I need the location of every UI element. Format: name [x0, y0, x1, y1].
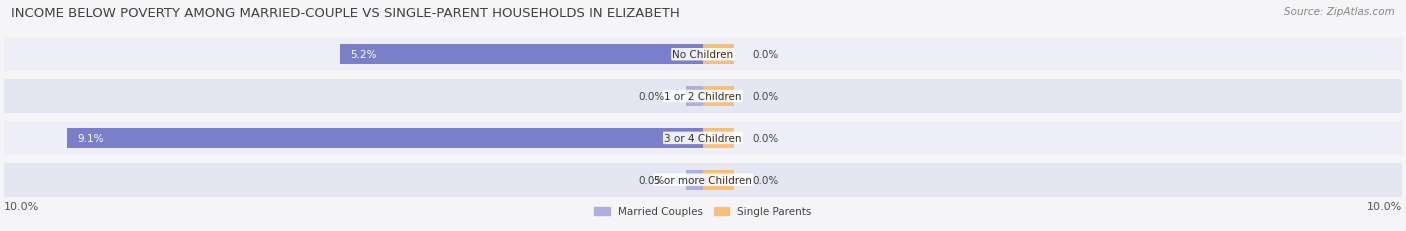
Bar [67, 128, 703, 148]
Text: 0.0%: 0.0% [752, 175, 778, 185]
Bar [703, 128, 734, 148]
Text: 5.2%: 5.2% [350, 50, 377, 60]
Bar [4, 121, 1402, 155]
Text: 9.1%: 9.1% [77, 133, 104, 143]
Text: 0.0%: 0.0% [752, 92, 778, 102]
Bar [4, 79, 1402, 114]
Legend: Married Couples, Single Parents: Married Couples, Single Parents [591, 202, 815, 221]
Bar [686, 87, 703, 107]
Bar [4, 163, 1402, 197]
Bar [686, 170, 703, 190]
Text: 0.0%: 0.0% [752, 133, 778, 143]
Text: 0.0%: 0.0% [752, 50, 778, 60]
Bar [340, 45, 703, 65]
Bar [703, 170, 734, 190]
Text: 10.0%: 10.0% [4, 201, 39, 211]
Text: Source: ZipAtlas.com: Source: ZipAtlas.com [1284, 7, 1395, 17]
Bar [4, 38, 1402, 72]
Bar [703, 45, 734, 65]
Text: 10.0%: 10.0% [1367, 201, 1402, 211]
Text: No Children: No Children [672, 50, 734, 60]
Text: INCOME BELOW POVERTY AMONG MARRIED-COUPLE VS SINGLE-PARENT HOUSEHOLDS IN ELIZABE: INCOME BELOW POVERTY AMONG MARRIED-COUPL… [11, 7, 681, 20]
Text: 3 or 4 Children: 3 or 4 Children [664, 133, 742, 143]
Bar [703, 87, 734, 107]
Text: 1 or 2 Children: 1 or 2 Children [664, 92, 742, 102]
Text: 5 or more Children: 5 or more Children [654, 175, 752, 185]
Text: 0.0%: 0.0% [638, 92, 665, 102]
Text: 0.0%: 0.0% [638, 175, 665, 185]
